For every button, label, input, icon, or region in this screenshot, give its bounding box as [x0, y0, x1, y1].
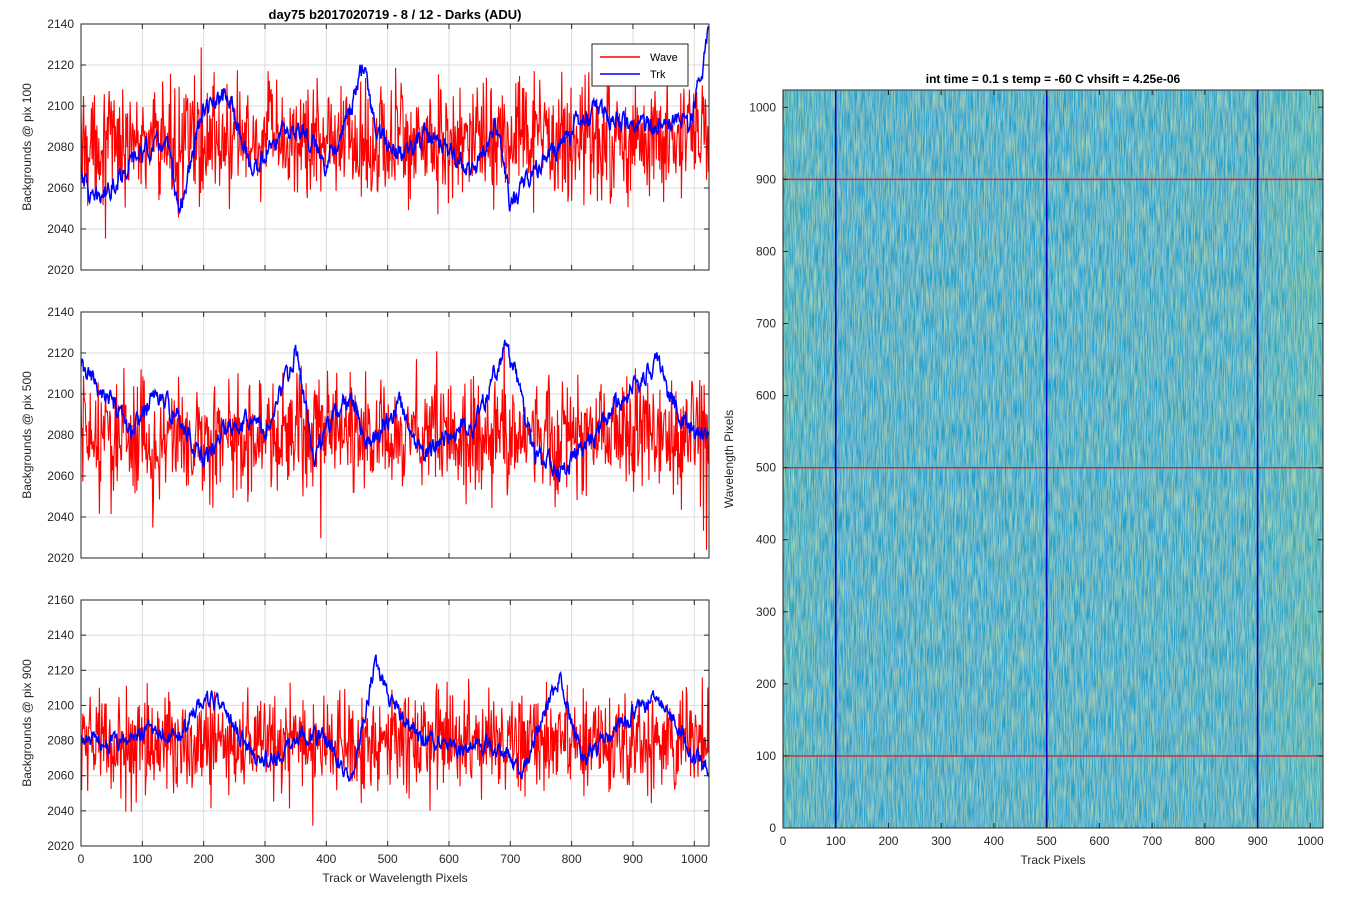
y-tick-label: 2120	[47, 346, 74, 360]
legend-box	[591, 43, 689, 87]
heatmap-texture	[783, 90, 1323, 828]
series-line-trk	[81, 654, 709, 782]
y-axis-label: Wavelength Pixels	[722, 410, 736, 508]
y-tick-label: 700	[756, 317, 776, 331]
legend-entry: Trk	[650, 69, 666, 81]
x-tick-label: 100	[132, 852, 152, 866]
y-tick-label: 500	[756, 461, 776, 475]
x-tick-label: 1000	[1297, 834, 1324, 848]
y-tick-label: 600	[756, 389, 776, 403]
x-tick-label: 600	[439, 852, 459, 866]
y-tick-label: 400	[756, 533, 776, 547]
y-tick-label: 2020	[47, 839, 74, 853]
figure-title: day75 b2017020719 - 8 / 12 - Darks (ADU)	[269, 7, 522, 22]
y-axis-label: Backgrounds @ pix 900	[20, 659, 34, 787]
x-tick-label: 500	[378, 852, 398, 866]
y-tick-label: 2120	[47, 58, 74, 72]
x-axis-label: Track or Wavelength Pixels	[322, 871, 467, 885]
x-tick-label: 400	[316, 852, 336, 866]
y-tick-label: 900	[756, 172, 776, 186]
series-line-wave	[81, 343, 709, 550]
x-tick-label: 900	[623, 852, 643, 866]
y-tick-label: 2140	[47, 17, 74, 31]
x-tick-label: 700	[1142, 834, 1162, 848]
y-tick-label: 2100	[47, 387, 74, 401]
line-plot-pix-500: 2020 2040 2060 2080 2100 2120 2140 Backgrounds …	[20, 305, 710, 565]
x-tick-label: 900	[1248, 834, 1268, 848]
series-line-trk	[81, 339, 709, 483]
x-tick-label: 400	[984, 834, 1004, 848]
y-tick-label: 800	[756, 244, 776, 258]
x-axis-label: Track Pixels	[1021, 853, 1086, 867]
legend-entry: Wave	[650, 52, 678, 64]
legend: Wave Trk	[591, 43, 689, 87]
y-axis-label: Backgrounds @ pix 100	[20, 83, 34, 211]
y-tick-label: 300	[756, 605, 776, 619]
y-tick-label: 1000	[749, 100, 776, 114]
y-tick-label: 2020	[47, 551, 74, 565]
axes-box	[80, 599, 710, 847]
y-tick-label: 2040	[47, 222, 74, 236]
y-tick-label: 100	[756, 749, 776, 763]
series-line-trk	[81, 25, 709, 215]
x-tick-label: 1000	[681, 852, 708, 866]
y-tick-label: 2040	[47, 804, 74, 818]
y-tick-label: 2040	[47, 510, 74, 524]
line-plot-pix-900: 0 100 200 300 400 500 600 700 800 900 1000 2020 2040…	[20, 593, 710, 885]
y-tick-label: 2140	[47, 628, 74, 642]
y-tick-label: 2060	[47, 769, 74, 783]
x-tick-label: 0	[780, 834, 787, 848]
y-tick-label: 2020	[47, 263, 74, 277]
x-tick-label: 300	[931, 834, 951, 848]
x-tick-label: 0	[78, 852, 85, 866]
line-plot-pix-100: 2020 2040 2060 2080 2100 2120 2140 Backgrounds …	[20, 17, 710, 277]
x-tick-label: 200	[878, 834, 898, 848]
axes-box	[782, 89, 1324, 829]
series-line-wave	[81, 47, 709, 239]
x-tick-label: 100	[826, 834, 846, 848]
y-tick-label: 2060	[47, 181, 74, 195]
y-tick-label: 2100	[47, 698, 74, 712]
x-tick-label: 300	[255, 852, 275, 866]
x-tick-label: 800	[562, 852, 582, 866]
x-tick-label: 500	[1037, 834, 1057, 848]
y-tick-label: 2140	[47, 305, 74, 319]
x-tick-label: 600	[1089, 834, 1109, 848]
y-tick-label: 2080	[47, 734, 74, 748]
y-tick-label: 200	[756, 677, 776, 691]
heatmap-plot: 0 100 200 300 400 500 600 700 800 900 1000 0 100 200 3…	[722, 72, 1324, 867]
y-tick-label: 2160	[47, 593, 74, 607]
y-tick-label: 2120	[47, 663, 74, 677]
x-tick-label: 800	[1195, 834, 1215, 848]
y-axis-label: Backgrounds @ pix 500	[20, 371, 34, 499]
y-tick-label: 2060	[47, 469, 74, 483]
x-tick-label: 700	[500, 852, 520, 866]
y-tick-label: 0	[769, 821, 776, 835]
y-tick-label: 2080	[47, 428, 74, 442]
chart-title: int time = 0.1 s temp = -60 C vhsift = 4…	[926, 72, 1181, 86]
x-tick-label: 200	[194, 852, 214, 866]
y-tick-label: 2100	[47, 99, 74, 113]
y-tick-label: 2080	[47, 140, 74, 154]
